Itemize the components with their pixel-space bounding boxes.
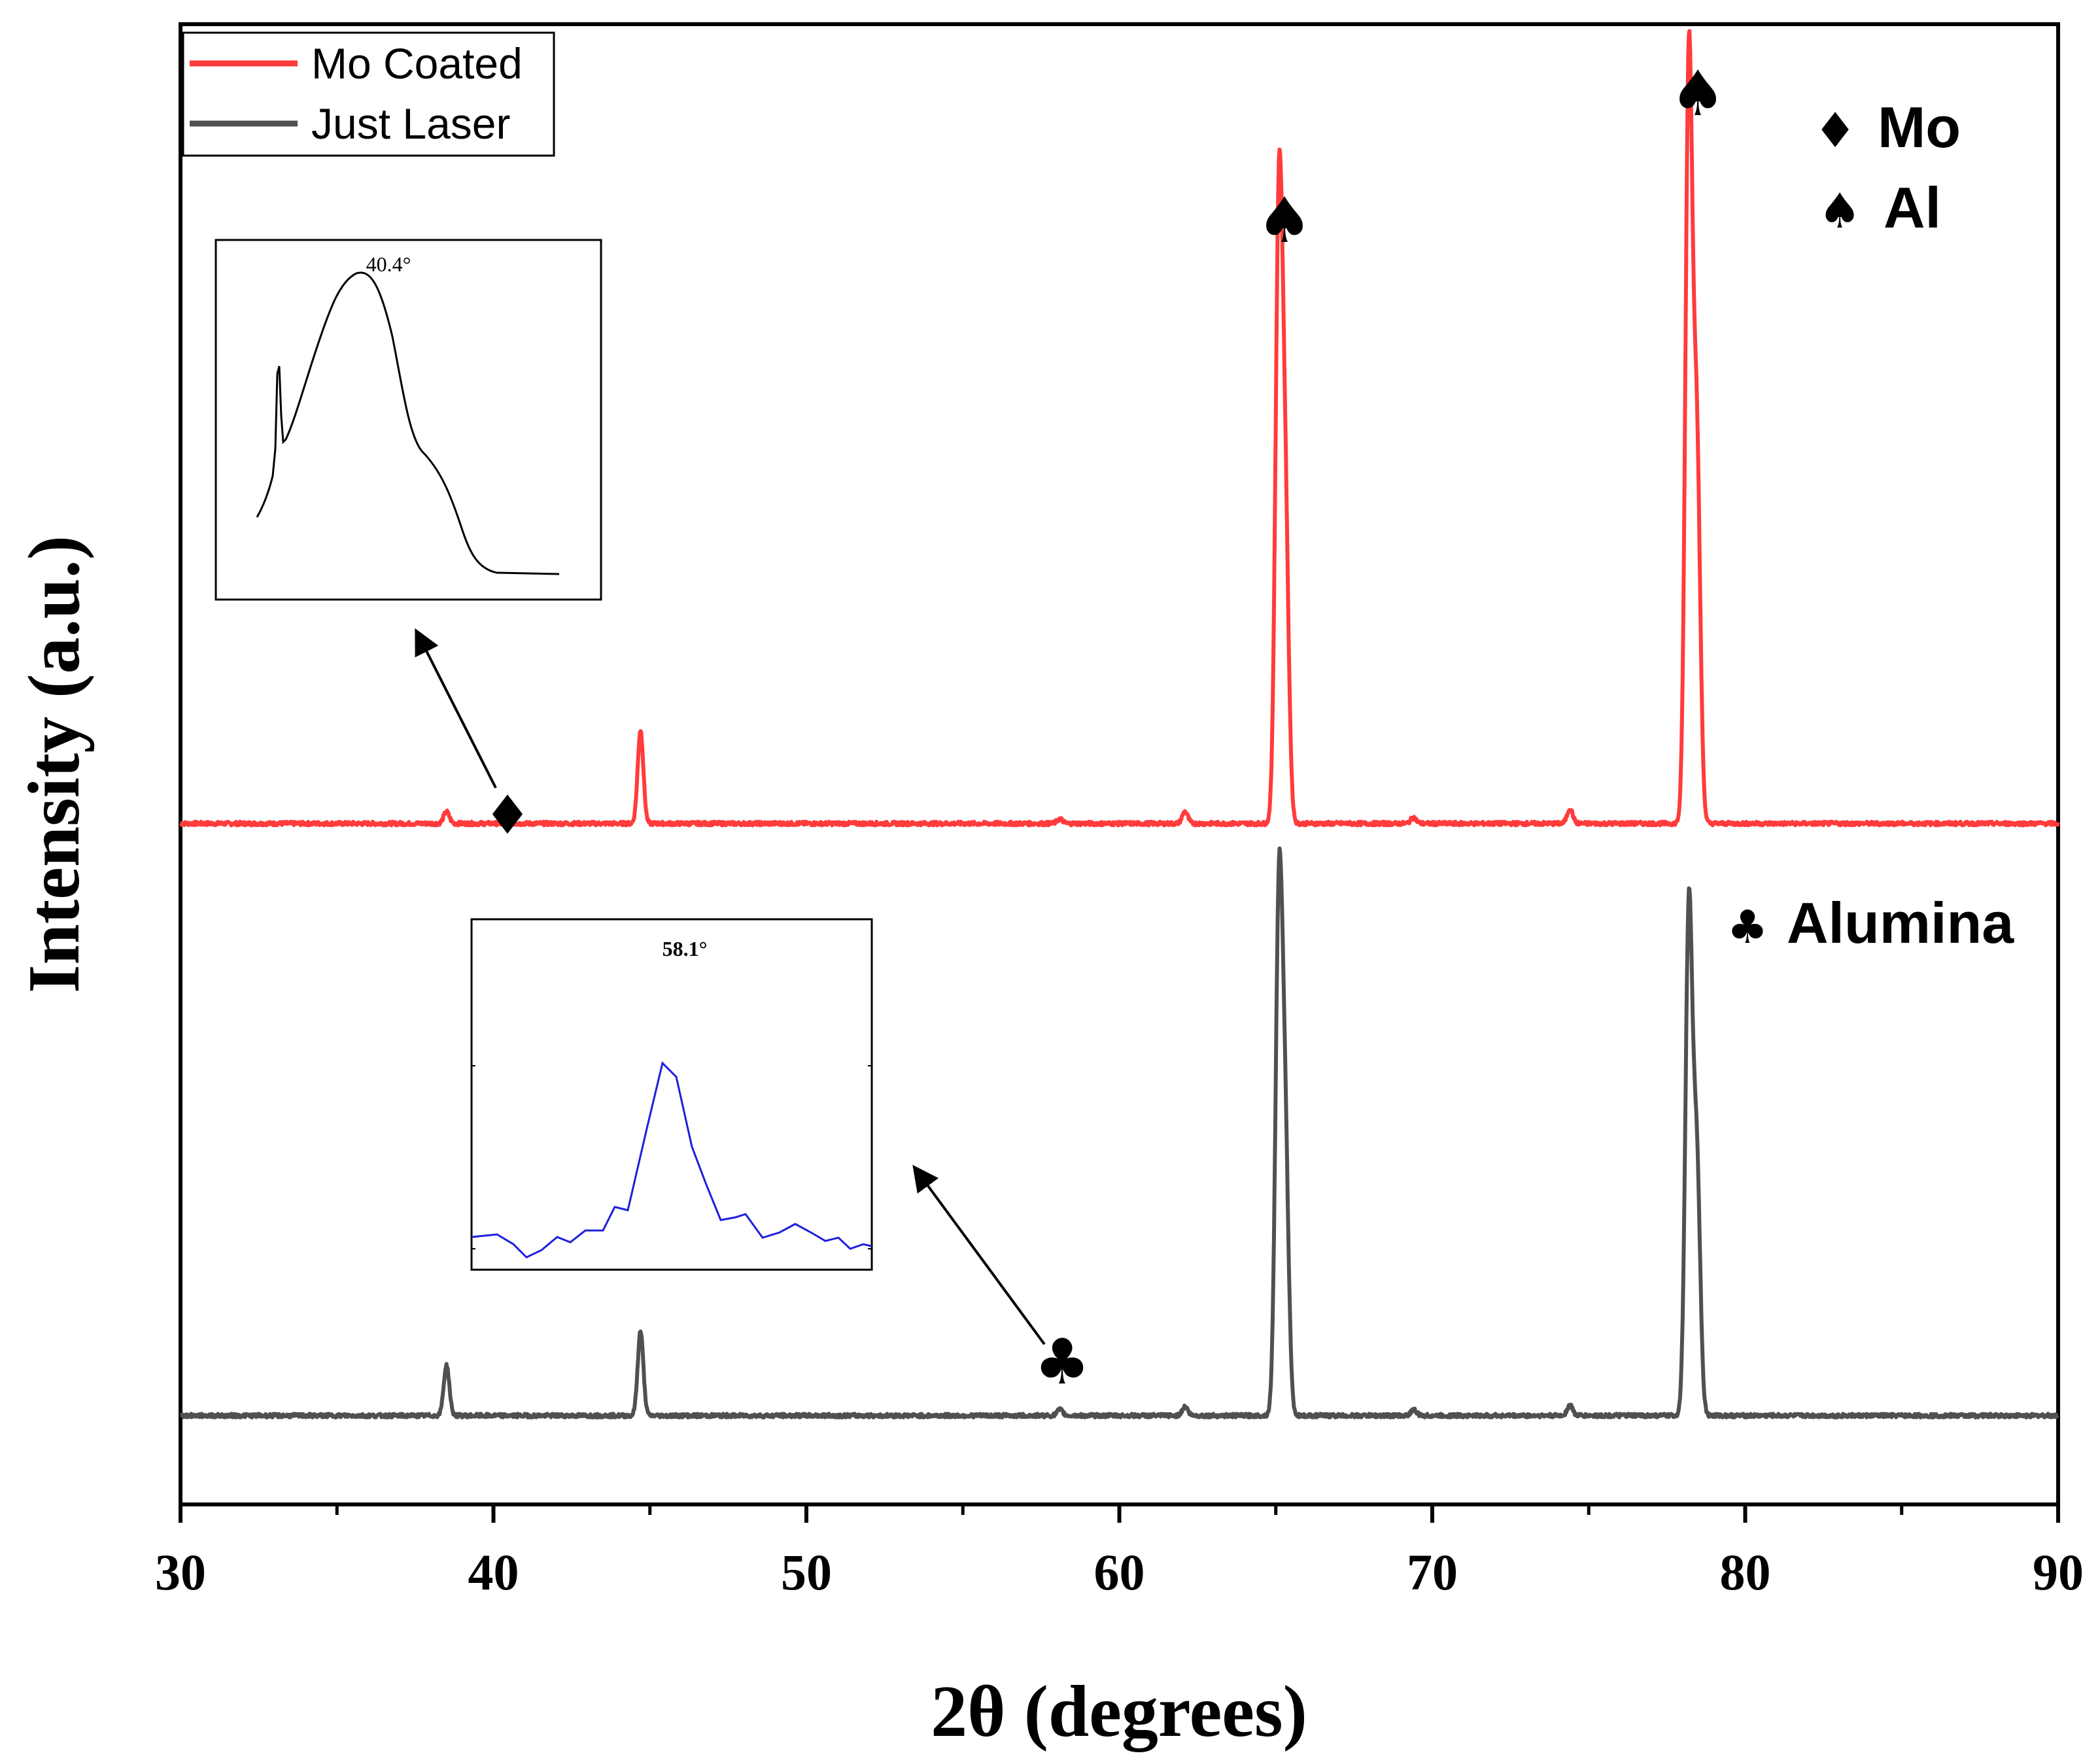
legend-box [182, 31, 555, 157]
alumina-phase-symbol: ♣ [1727, 900, 1768, 954]
inset-1-curve [256, 271, 560, 575]
legend: Mo Coated Just Laser [182, 31, 555, 157]
al-peak-marker-78: ♠ [1670, 57, 1726, 130]
series-line-mo-coated [179, 29, 2060, 828]
x-tick-label-90: 90 [2033, 1544, 2084, 1601]
inset-alumina-peak: 58.1° [470, 918, 873, 1271]
x-tick-label-40: 40 [468, 1544, 519, 1601]
series-layer [179, 29, 2060, 1419]
x-axis-tick-labels: 30 40 50 60 70 80 90 [155, 1544, 2084, 1601]
mo-phase-label: Mo [1878, 95, 1961, 160]
x-tick-label-30: 30 [155, 1544, 206, 1601]
series-line-just-laser [179, 846, 2059, 1419]
phase-key: ♦ Mo ♠ Al ♣ Alumina [1727, 95, 2015, 955]
x-tick-label-50: 50 [781, 1544, 832, 1601]
x-tick-label-60: 60 [1094, 1544, 1145, 1601]
inset-1-peak-label: 40.4° [366, 252, 411, 276]
al-phase-label: Al [1884, 175, 1941, 240]
al-phase-symbol: ♠ [1818, 183, 1861, 239]
legend-label-mo-coated: Mo Coated [311, 39, 523, 88]
legend-label-just-laser: Just Laser [311, 99, 510, 148]
mo-peak-marker: ♦ [483, 785, 532, 847]
inset-mo-peak: 40.4° [215, 239, 602, 601]
inset-1-arrow [415, 628, 497, 789]
y-axis-title: Intensity (a.u.) [14, 535, 95, 993]
alumina-peak-marker: ♣ [1034, 1325, 1090, 1399]
x-tick-label-70: 70 [1407, 1544, 1458, 1601]
x-axis-title: 2θ (degrees) [931, 1671, 1307, 1752]
inset-2-curve [471, 1061, 872, 1259]
inset-2-frame [470, 918, 873, 1271]
x-axis-ticks [179, 1504, 2060, 1523]
inset-2-arrow [912, 1164, 1046, 1346]
x-tick-label-80: 80 [1720, 1544, 1771, 1601]
mo-phase-symbol: ♦ [1814, 103, 1857, 159]
al-peak-marker-65: ♠ [1256, 184, 1313, 257]
alumina-phase-label: Alumina [1787, 890, 2014, 955]
inset-2-peak-label: 58.1° [663, 937, 708, 960]
